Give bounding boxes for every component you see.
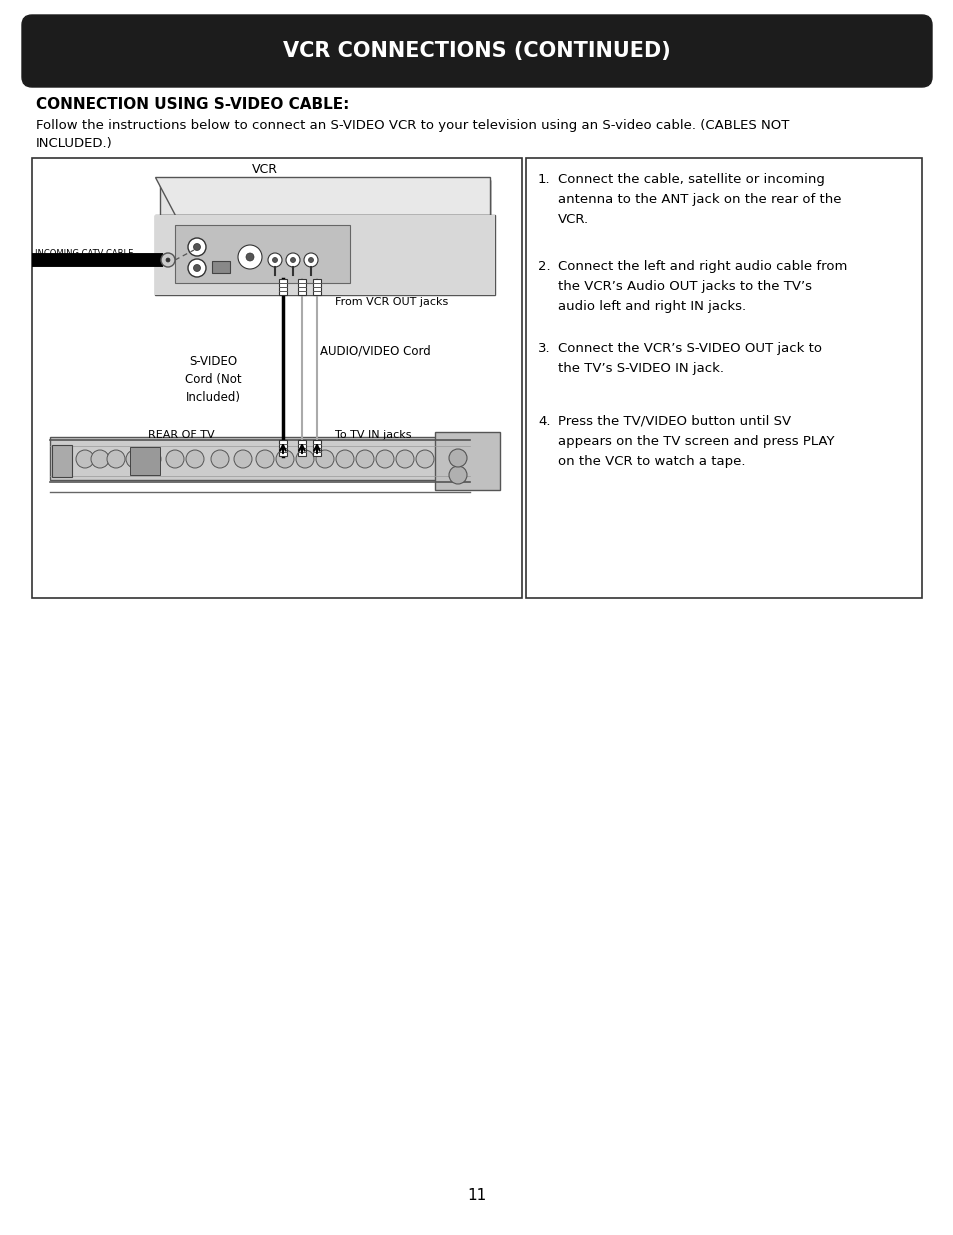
Text: INCLUDED.): INCLUDED.) [36,137,112,149]
Circle shape [255,450,274,468]
Circle shape [186,450,204,468]
Circle shape [107,450,125,468]
Text: S-VIDEO
Cord (Not
Included): S-VIDEO Cord (Not Included) [185,354,241,404]
Circle shape [291,258,295,263]
Circle shape [166,450,184,468]
Bar [50,437,470,480]
Circle shape [355,450,374,468]
Text: 4.: 4. [537,415,550,429]
Circle shape [166,258,170,262]
Text: From VCR OUT jacks: From VCR OUT jacks [335,296,448,308]
Text: To TV IN jacks: To TV IN jacks [335,430,411,440]
Circle shape [126,450,144,468]
Bar [525,158,921,598]
Bar [154,215,495,295]
Text: Connect the cable, satellite or incoming
antenna to the ANT jack on the rear of : Connect the cable, satellite or incoming… [558,173,841,226]
Text: 1.: 1. [537,173,550,186]
Circle shape [286,253,299,267]
Text: Press the TV/VIDEO button until SV
appears on the TV screen and press PLAY
on th: Press the TV/VIDEO button until SV appea… [558,415,834,468]
Text: 3.: 3. [537,342,550,354]
Polygon shape [160,180,490,215]
Circle shape [193,264,200,272]
Circle shape [233,450,252,468]
Circle shape [273,258,277,263]
Bar [297,279,306,295]
Text: INCOMING CATV CABLE: INCOMING CATV CABLE [35,248,133,258]
Circle shape [295,450,314,468]
Circle shape [416,450,434,468]
Bar [130,447,160,475]
Circle shape [449,450,467,467]
Bar [278,279,287,295]
Text: AUDIO/VIDEO Cord: AUDIO/VIDEO Cord [319,345,430,358]
Circle shape [375,450,394,468]
Circle shape [161,253,174,267]
Circle shape [449,466,467,484]
Text: Connect the left and right audio cable from
the VCR’s Audio OUT jacks to the TV’: Connect the left and right audio cable f… [558,261,846,312]
Circle shape [275,450,294,468]
Bar [212,261,230,273]
Bar [313,279,320,295]
Bar [174,225,350,283]
Circle shape [193,243,200,251]
Bar [313,440,320,456]
Circle shape [76,450,94,468]
Text: VCR: VCR [252,163,277,177]
Bar [32,158,521,598]
Circle shape [188,238,206,256]
Circle shape [304,253,317,267]
Circle shape [91,450,109,468]
Circle shape [237,245,262,269]
Text: Connect the VCR’s S-VIDEO OUT jack to
the TV’s S-VIDEO IN jack.: Connect the VCR’s S-VIDEO OUT jack to th… [558,342,821,375]
Circle shape [211,450,229,468]
Circle shape [315,450,334,468]
Text: CONNECTION USING S-VIDEO CABLE:: CONNECTION USING S-VIDEO CABLE: [36,98,349,112]
Circle shape [268,253,282,267]
Text: REAR OF TV: REAR OF TV [148,430,214,440]
Polygon shape [160,180,490,215]
Bar [435,432,499,490]
Bar [297,440,306,456]
FancyBboxPatch shape [22,15,931,86]
Circle shape [335,450,354,468]
Circle shape [395,450,414,468]
Polygon shape [154,177,490,215]
Circle shape [188,259,206,277]
Bar [278,440,287,456]
Bar [154,215,495,295]
Text: Follow the instructions below to connect an S-VIDEO VCR to your television using: Follow the instructions below to connect… [36,119,788,132]
Text: VCR CONNECTIONS (CONTINUED): VCR CONNECTIONS (CONTINUED) [283,41,670,61]
Text: 2.: 2. [537,261,550,273]
Bar [52,445,71,477]
Circle shape [246,253,253,261]
Text: 11: 11 [467,1188,486,1203]
Circle shape [143,450,161,468]
Circle shape [308,258,314,263]
